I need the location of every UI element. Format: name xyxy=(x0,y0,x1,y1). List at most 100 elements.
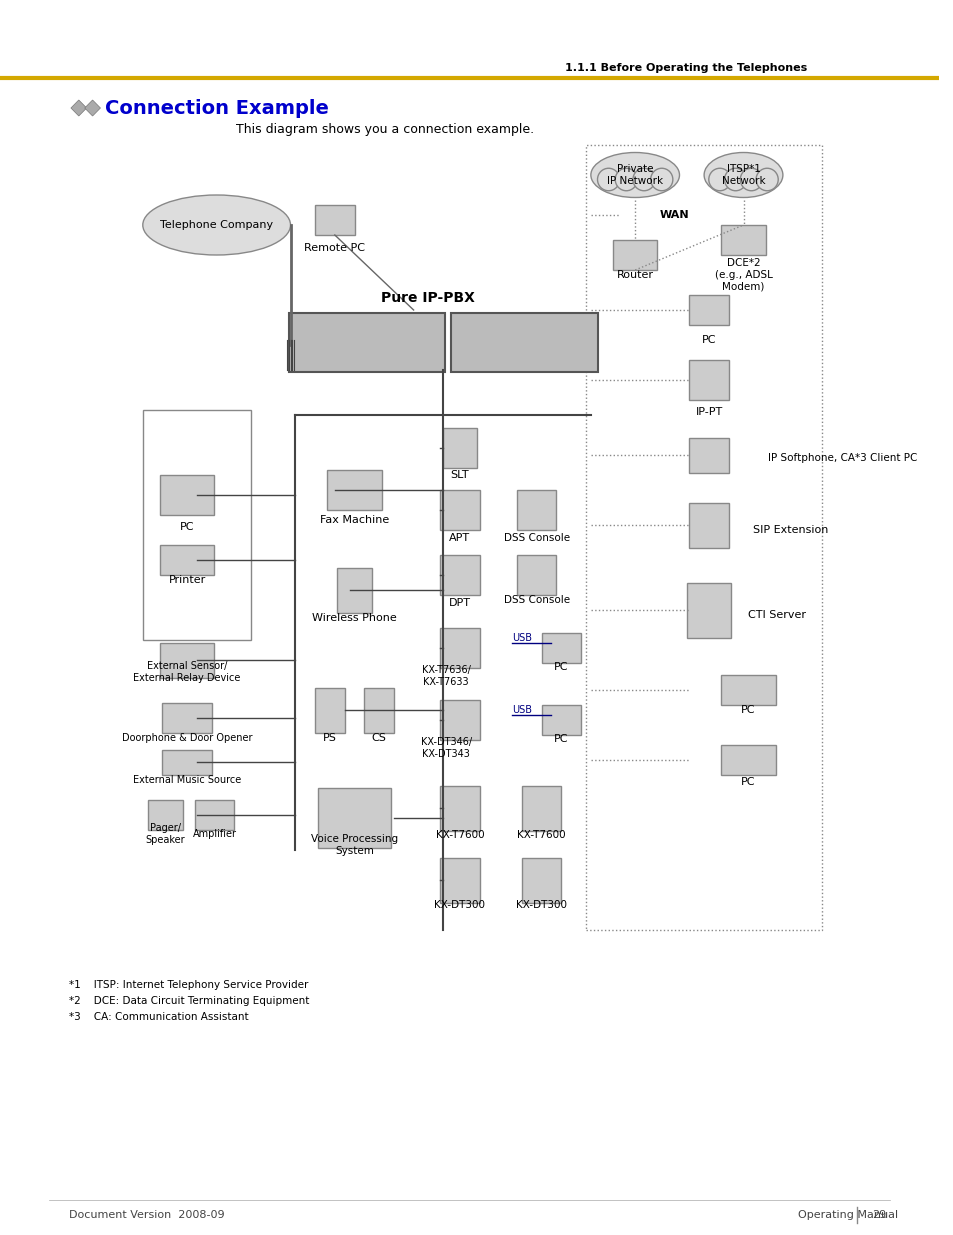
FancyBboxPatch shape xyxy=(439,857,479,903)
Text: DSS Console: DSS Console xyxy=(503,595,569,605)
Text: Telephone Company: Telephone Company xyxy=(160,220,273,230)
FancyBboxPatch shape xyxy=(314,688,344,732)
Text: This diagram shows you a connection example.: This diagram shows you a connection exam… xyxy=(236,124,534,137)
Text: External Sensor/
External Relay Device: External Sensor/ External Relay Device xyxy=(133,661,240,683)
Text: 1.1.1 Before Operating the Telephones: 1.1.1 Before Operating the Telephones xyxy=(565,63,806,73)
Ellipse shape xyxy=(143,195,291,254)
Text: Private
IP Network: Private IP Network xyxy=(606,164,662,185)
Text: KX-DT346/
KX-DT343: KX-DT346/ KX-DT343 xyxy=(420,737,471,758)
Text: Remote PC: Remote PC xyxy=(304,243,365,253)
Bar xyxy=(585,144,821,930)
FancyBboxPatch shape xyxy=(689,359,728,400)
FancyBboxPatch shape xyxy=(148,800,182,830)
FancyBboxPatch shape xyxy=(541,705,580,735)
Text: Doorphone & Door Opener: Doorphone & Door Opener xyxy=(122,734,253,743)
Text: PC: PC xyxy=(740,777,755,787)
FancyBboxPatch shape xyxy=(439,555,479,595)
Text: PC: PC xyxy=(740,705,755,715)
Text: APT: APT xyxy=(449,534,470,543)
Text: 29: 29 xyxy=(871,1210,885,1220)
Text: PC: PC xyxy=(554,734,568,743)
FancyBboxPatch shape xyxy=(439,700,479,740)
FancyBboxPatch shape xyxy=(451,312,598,372)
Text: Router: Router xyxy=(616,270,653,280)
FancyBboxPatch shape xyxy=(541,634,580,663)
Text: KX-T7600: KX-T7600 xyxy=(436,830,484,840)
Text: CTI Server: CTI Server xyxy=(748,610,805,620)
Text: PC: PC xyxy=(554,662,568,672)
Ellipse shape xyxy=(703,152,782,198)
FancyBboxPatch shape xyxy=(442,429,476,468)
FancyBboxPatch shape xyxy=(317,788,391,848)
Polygon shape xyxy=(71,100,87,116)
Circle shape xyxy=(632,168,655,190)
Text: Voice Processing
System: Voice Processing System xyxy=(311,834,397,856)
FancyBboxPatch shape xyxy=(288,312,445,372)
Text: PC: PC xyxy=(180,522,194,532)
Text: External Music Source: External Music Source xyxy=(132,776,241,785)
FancyBboxPatch shape xyxy=(160,545,214,576)
FancyBboxPatch shape xyxy=(720,676,775,705)
FancyBboxPatch shape xyxy=(194,800,234,830)
Text: KX-T7600: KX-T7600 xyxy=(517,830,565,840)
FancyBboxPatch shape xyxy=(439,490,479,530)
Text: Operating Manual: Operating Manual xyxy=(797,1210,897,1220)
Text: SIP Extension: SIP Extension xyxy=(753,525,828,535)
FancyBboxPatch shape xyxy=(613,240,657,270)
Text: Document Version  2008-09: Document Version 2008-09 xyxy=(69,1210,224,1220)
FancyBboxPatch shape xyxy=(439,629,479,668)
Text: ITSP*1
Network: ITSP*1 Network xyxy=(720,164,764,185)
Text: USB: USB xyxy=(512,634,532,643)
FancyBboxPatch shape xyxy=(314,205,355,235)
FancyBboxPatch shape xyxy=(686,583,730,637)
Polygon shape xyxy=(85,100,100,116)
Circle shape xyxy=(740,168,761,190)
Text: *3    CA: Communication Assistant: *3 CA: Communication Assistant xyxy=(69,1011,249,1023)
FancyBboxPatch shape xyxy=(327,471,381,510)
Text: WAN: WAN xyxy=(659,210,689,220)
FancyBboxPatch shape xyxy=(517,490,556,530)
Text: *2    DCE: Data Circuit Terminating Equipment: *2 DCE: Data Circuit Terminating Equipme… xyxy=(69,995,309,1007)
Text: DSS Console: DSS Console xyxy=(503,534,569,543)
Text: KX-T7636/
KX-T7633: KX-T7636/ KX-T7633 xyxy=(421,666,470,687)
Circle shape xyxy=(708,168,730,190)
FancyBboxPatch shape xyxy=(439,785,479,830)
Text: SLT: SLT xyxy=(450,471,469,480)
FancyBboxPatch shape xyxy=(162,750,212,774)
Text: IP-PT: IP-PT xyxy=(695,408,722,417)
FancyBboxPatch shape xyxy=(720,745,775,776)
FancyBboxPatch shape xyxy=(720,225,765,254)
Circle shape xyxy=(756,168,778,190)
Text: IP Softphone, CA*3 Client PC: IP Softphone, CA*3 Client PC xyxy=(767,453,917,463)
Circle shape xyxy=(650,168,672,190)
FancyBboxPatch shape xyxy=(521,785,560,830)
Text: Printer: Printer xyxy=(169,576,206,585)
Bar xyxy=(143,410,251,640)
FancyBboxPatch shape xyxy=(689,437,728,473)
FancyBboxPatch shape xyxy=(162,703,212,734)
Text: CS: CS xyxy=(372,734,386,743)
Text: Amplifier: Amplifier xyxy=(193,829,236,839)
Ellipse shape xyxy=(590,152,679,198)
Circle shape xyxy=(615,168,637,190)
Text: Wireless Phone: Wireless Phone xyxy=(312,613,396,622)
Text: USB: USB xyxy=(512,705,532,715)
FancyBboxPatch shape xyxy=(160,475,214,515)
FancyBboxPatch shape xyxy=(689,503,728,547)
Text: Pager/
Speaker: Pager/ Speaker xyxy=(146,824,185,845)
Text: *1    ITSP: Internet Telephony Service Provider: *1 ITSP: Internet Telephony Service Prov… xyxy=(69,981,308,990)
Circle shape xyxy=(597,168,619,190)
Text: DCE*2
(e.g., ADSL
Modem): DCE*2 (e.g., ADSL Modem) xyxy=(714,258,772,291)
FancyBboxPatch shape xyxy=(689,295,728,325)
Text: PS: PS xyxy=(323,734,336,743)
Text: Fax Machine: Fax Machine xyxy=(319,515,389,525)
Text: DPT: DPT xyxy=(449,598,471,608)
FancyBboxPatch shape xyxy=(160,642,214,678)
Text: Connection Example: Connection Example xyxy=(105,99,329,117)
FancyBboxPatch shape xyxy=(517,555,556,595)
Text: PC: PC xyxy=(701,335,716,345)
Text: Pure IP-PBX: Pure IP-PBX xyxy=(381,291,475,305)
Circle shape xyxy=(723,168,746,190)
FancyBboxPatch shape xyxy=(521,857,560,903)
Text: KX-DT300: KX-DT300 xyxy=(434,900,485,910)
